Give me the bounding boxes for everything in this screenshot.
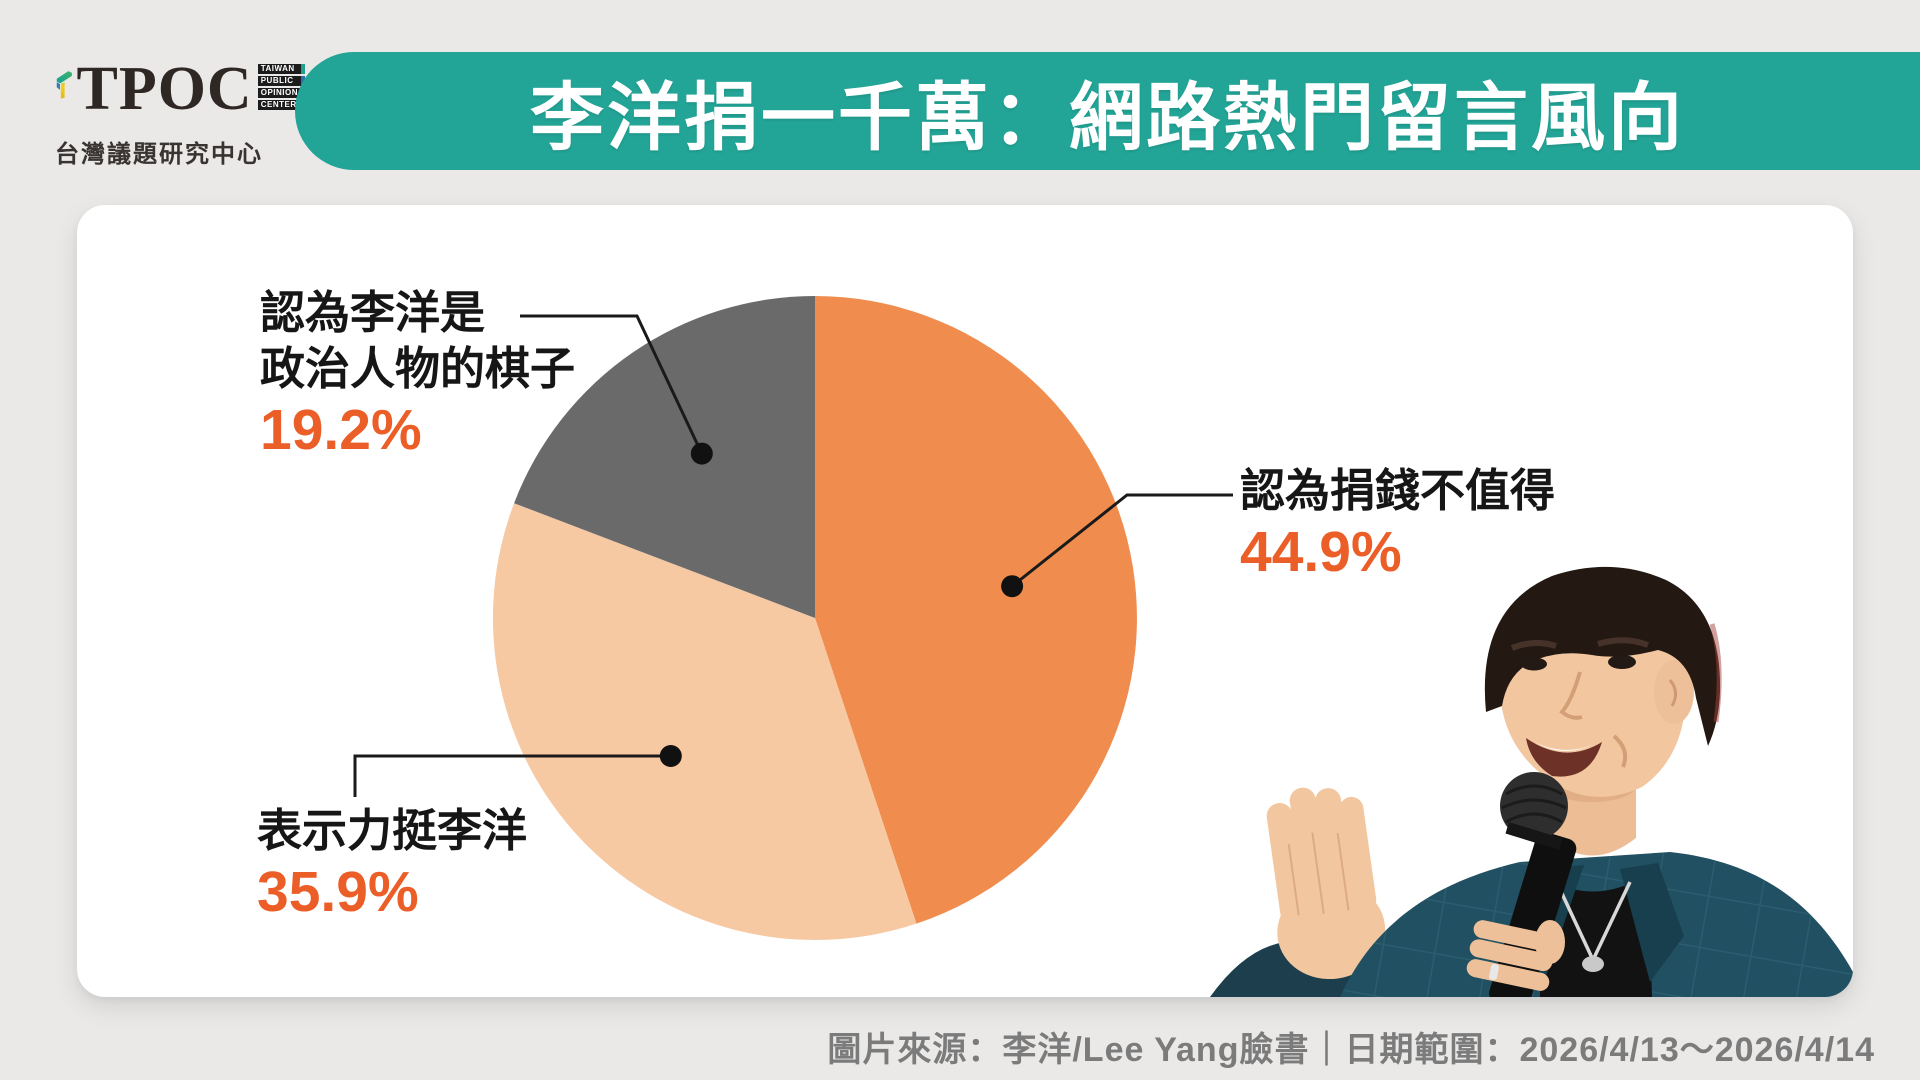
callout-line-0: [1011, 493, 1233, 588]
brand-acronym: TPOC: [76, 55, 253, 123]
callout-line-2: [520, 314, 704, 455]
callout-peach-slice: 表示力挺李洋 35.9%: [257, 803, 527, 923]
callout-percent: 35.9%: [257, 860, 419, 924]
lee-yang-photo: [1210, 566, 1853, 997]
pie-slice-2: [514, 296, 815, 618]
ring: [1488, 963, 1500, 981]
callout-orange-slice: 認為捐錢不值得 44.9%: [1240, 463, 1555, 583]
blazer: [1340, 852, 1853, 997]
callout-percent: 19.2%: [260, 398, 422, 462]
mic-hand: [1466, 920, 1565, 991]
callout-line-1: [353, 754, 671, 797]
callout-dot-1: [659, 745, 682, 767]
brand-word: PUBLIC: [257, 76, 305, 86]
callout-label: 表示力挺李洋: [257, 805, 528, 856]
callout-gray-slice: 認為李洋是 政治人物的棋子 19.2%: [260, 285, 575, 461]
callout-label: 政治人物的棋子: [260, 343, 576, 394]
callout-dot-2: [690, 442, 713, 465]
source-note: 圖片來源：李洋/Lee Yang臉書｜日期範圍：2026/4/13～2026/4…: [827, 1031, 1875, 1069]
title-banner: 李洋捐一千萬：網路熱門留言風向: [295, 52, 1920, 170]
callout-dot-0: [1001, 575, 1024, 598]
chart-card: 認為李洋是 政治人物的棋子 19.2% 認為捐錢不值得 44.9% 表示力挺李洋…: [77, 205, 1853, 997]
microphone: [1466, 772, 1577, 997]
brand-word: TAIWAN: [257, 64, 305, 74]
callout-percent: 44.9%: [1240, 520, 1402, 584]
pie-slice-1: [492, 503, 917, 941]
pie-callout-lines: [353, 314, 1233, 797]
callout-label: 認為李洋是: [260, 287, 486, 338]
pie-wedges: [492, 296, 1137, 941]
page-title: 李洋捐一千萬：網路熱門留言風向: [530, 75, 1685, 159]
tpoc-logo: TPOC TAIWAN PUBLIC OPINION CENTER 台灣議題研究…: [55, 38, 305, 169]
pie-chart: [353, 296, 1233, 941]
face: [1484, 566, 1722, 856]
callout-label: 認為捐錢不值得: [1240, 465, 1556, 516]
brand-org-name: 台灣議題研究中心: [55, 141, 263, 168]
tpoc-logo-mark-icon: [56, 71, 72, 99]
pie-slice-0: [815, 296, 1137, 924]
